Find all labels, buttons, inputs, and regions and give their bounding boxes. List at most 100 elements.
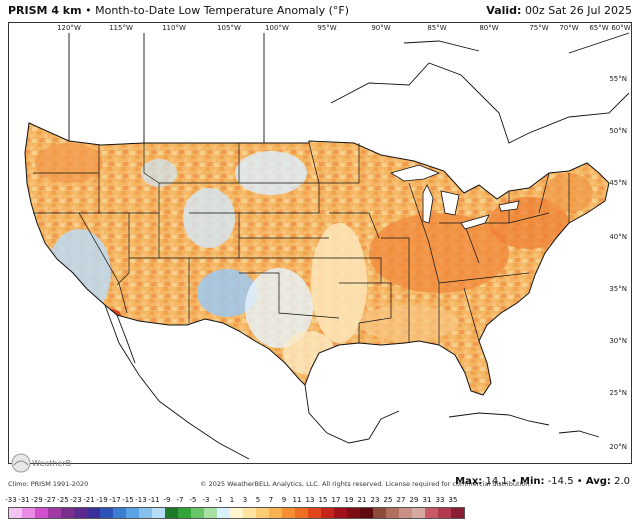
color-swatch	[334, 508, 347, 518]
scale-tick-label: -23	[70, 496, 82, 504]
color-swatch	[61, 508, 74, 518]
color-swatch	[35, 508, 48, 518]
scale-tick-label: -17	[109, 496, 121, 504]
anomaly-map: 120°W 115°W 110°W 105°W 100°W 95°W 90°W 85°W 80°…	[8, 22, 632, 464]
scale-tick-label: 19	[344, 496, 354, 504]
color-swatch	[217, 508, 230, 518]
latitude-label: 45°N	[609, 179, 627, 187]
color-swatch	[178, 508, 191, 518]
scale-tick-label: 15	[318, 496, 328, 504]
color-swatch	[113, 508, 126, 518]
color-swatch	[165, 508, 178, 518]
scale-tick-label: -1	[215, 496, 223, 504]
longitude-label: 85°W	[427, 24, 446, 32]
color-swatch	[438, 508, 451, 518]
scale-tick-label: -19	[96, 496, 108, 504]
us-anomaly-field	[25, 123, 609, 395]
latitude-label: 40°N	[609, 233, 627, 241]
longitude-label: 95°W	[317, 24, 336, 32]
color-swatch	[9, 508, 22, 518]
color-scale: -33 -31 -29 -27 -25 -23 -21 -19 -17 -15 -13 -11 -9 -7…	[5, 496, 632, 526]
longitude-label: 80°W	[479, 24, 498, 32]
longitude-label: 65°W	[589, 24, 608, 32]
scale-tick-label: -3	[202, 496, 210, 504]
color-swatch	[451, 508, 464, 518]
valid-label: Valid:	[486, 4, 522, 17]
color-scale-labels: -33 -31 -29 -27 -25 -23 -21 -19 -17 -15 -13 -11 -9 -7…	[5, 496, 470, 506]
scale-tick-label: -27	[44, 496, 56, 504]
color-swatch	[295, 508, 308, 518]
color-swatch	[152, 508, 165, 518]
color-swatch	[74, 508, 87, 518]
map-title: PRISM 4 km • Month-to-Date Low Temperatu…	[8, 4, 349, 17]
color-swatch	[126, 508, 139, 518]
map-canvas: 120°W 115°W 110°W 105°W 100°W 95°W 90°W 85°W 80°…	[24, 24, 631, 460]
color-swatch	[48, 508, 61, 518]
color-swatch	[87, 508, 100, 518]
color-swatch	[230, 508, 243, 518]
color-swatch	[373, 508, 386, 518]
scale-tick-label: 9	[281, 496, 287, 504]
header-bar: PRISM 4 km • Month-to-Date Low Temperatu…	[0, 0, 640, 22]
longitude-label: 105°W	[217, 24, 241, 32]
color-swatch	[321, 508, 334, 518]
longitude-label: 60°W	[611, 24, 630, 32]
color-swatch	[360, 508, 373, 518]
scale-tick-label: -15	[122, 496, 134, 504]
scale-tick-label: 17	[331, 496, 341, 504]
scale-tick-label: 1	[229, 496, 235, 504]
max-value: 14.1	[485, 476, 508, 487]
color-swatch	[412, 508, 425, 518]
scale-tick-label: 21	[357, 496, 367, 504]
color-swatch	[425, 508, 438, 518]
longitude-label: 115°W	[109, 24, 133, 32]
scale-tick-label: 29	[409, 496, 419, 504]
color-swatch	[139, 508, 152, 518]
color-swatch	[22, 508, 35, 518]
great-lakes	[390, 164, 520, 230]
color-swatch	[347, 508, 360, 518]
avg-label: Avg:	[585, 476, 611, 487]
copyright-note: © 2025 WeatherBELL Analytics, LLC. All r…	[200, 480, 532, 488]
scale-tick-label: -33	[5, 496, 17, 504]
longitude-label: 90°W	[371, 24, 390, 32]
scale-tick-label: 7	[268, 496, 274, 504]
min-value: -14.5	[547, 476, 574, 487]
scale-tick-label: -11	[148, 496, 160, 504]
scale-tick-label: -5	[189, 496, 197, 504]
scale-tick-label: 27	[396, 496, 406, 504]
color-swatch	[256, 508, 269, 518]
scale-tick-label: -21	[83, 496, 95, 504]
latitude-label: 50°N	[609, 127, 627, 135]
max-label: Max:	[455, 476, 483, 487]
latitude-label: 30°N	[609, 337, 627, 345]
scale-tick-label: -7	[176, 496, 184, 504]
scale-tick-label: 25	[383, 496, 393, 504]
title-separator: •	[85, 4, 92, 17]
latitude-label: 55°N	[609, 75, 627, 83]
scale-tick-label: 35	[448, 496, 458, 504]
color-scale-bar	[8, 507, 465, 519]
longitude-labels: 120°W 115°W 110°W 105°W 100°W 95°W 90°W 85°W 80°…	[57, 24, 631, 32]
color-swatch	[269, 508, 282, 518]
scale-tick-label: 33	[435, 496, 445, 504]
color-swatch	[191, 508, 204, 518]
scale-tick-label: -25	[57, 496, 69, 504]
scale-tick-label: 13	[305, 496, 315, 504]
latitude-label: 20°N	[609, 443, 627, 451]
logo-text: WeatherBELL	[32, 459, 72, 468]
climo-note: Climo: PRISM 1991-2020	[8, 480, 89, 488]
latitude-label: 35°N	[609, 285, 627, 293]
weatherbell-logo: WeatherBELL	[10, 452, 86, 474]
color-swatch	[386, 508, 399, 518]
scale-tick-label: 31	[422, 496, 432, 504]
scale-tick-label: -29	[31, 496, 43, 504]
longitude-label: 110°W	[162, 24, 186, 32]
valid-value: 00z Sat 26 Jul 2025	[524, 4, 632, 17]
longitude-label: 120°W	[57, 24, 81, 32]
min-label: Min:	[520, 476, 545, 487]
latitude-labels: 55°N 50°N 45°N 40°N 35°N 30°N 25°N 20°N	[609, 75, 627, 451]
latitude-label: 25°N	[609, 389, 627, 397]
avg-value: 2.0	[614, 476, 630, 487]
scale-tick-label: 11	[292, 496, 302, 504]
